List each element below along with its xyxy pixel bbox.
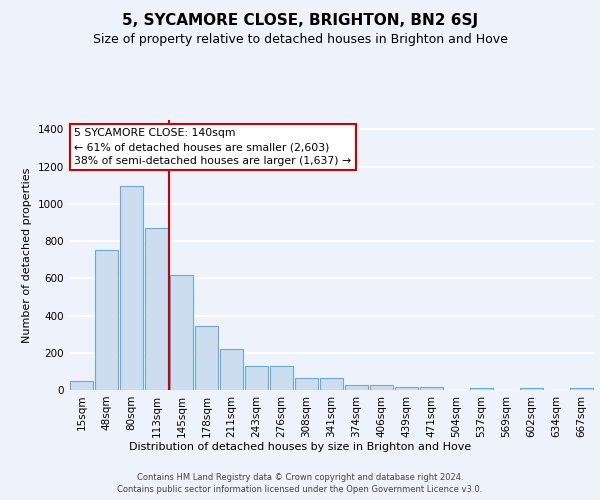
Bar xyxy=(470,388,493,390)
Text: 5, SYCAMORE CLOSE, BRIGHTON, BN2 6SJ: 5, SYCAMORE CLOSE, BRIGHTON, BN2 6SJ xyxy=(122,12,478,28)
Bar xyxy=(170,275,193,390)
Text: 5 SYCAMORE CLOSE: 140sqm
← 61% of detached houses are smaller (2,603)
38% of sem: 5 SYCAMORE CLOSE: 140sqm ← 61% of detach… xyxy=(74,128,352,166)
Bar xyxy=(119,186,143,390)
Text: Size of property relative to detached houses in Brighton and Hove: Size of property relative to detached ho… xyxy=(92,32,508,46)
Bar xyxy=(295,378,319,390)
Bar xyxy=(70,381,94,390)
Bar xyxy=(145,228,169,390)
Bar xyxy=(344,385,368,390)
Text: Distribution of detached houses by size in Brighton and Hove: Distribution of detached houses by size … xyxy=(129,442,471,452)
Y-axis label: Number of detached properties: Number of detached properties xyxy=(22,168,32,342)
Bar xyxy=(395,386,418,390)
Bar xyxy=(95,250,118,390)
Bar xyxy=(520,388,544,390)
Text: Contains public sector information licensed under the Open Government Licence v3: Contains public sector information licen… xyxy=(118,485,482,494)
Bar xyxy=(569,388,593,390)
Bar xyxy=(245,366,268,390)
Bar xyxy=(269,366,293,390)
Bar xyxy=(419,387,443,390)
Bar xyxy=(194,326,218,390)
Bar xyxy=(320,378,343,390)
Text: Contains HM Land Registry data © Crown copyright and database right 2024.: Contains HM Land Registry data © Crown c… xyxy=(137,472,463,482)
Bar xyxy=(370,385,394,390)
Bar xyxy=(220,348,244,390)
